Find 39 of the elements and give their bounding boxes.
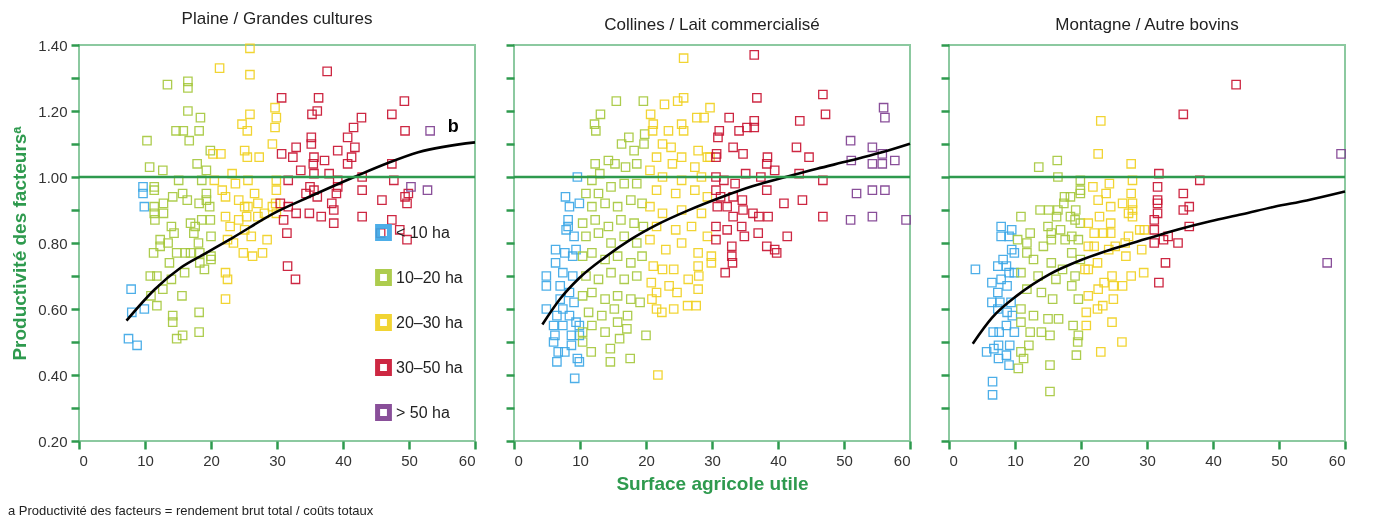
x-tick-label: 20: [638, 451, 655, 469]
annotation: b: [447, 116, 459, 137]
x-tick-label: 20: [1073, 451, 1090, 469]
x-tick-label: 50: [836, 451, 853, 469]
legend-label: > 50 ha: [396, 403, 450, 421]
text: a Productivité des facteurs = rendement brut total / coûts totaux: [8, 503, 374, 518]
chart-title: Collines / Lait commercialisé: [604, 14, 820, 34]
x-tick-label: 60: [1328, 451, 1346, 469]
x-tick-label: 60: [893, 451, 911, 469]
x-tick-label: 0: [514, 451, 523, 469]
y-tick-label: 0.80: [38, 234, 68, 252]
x-axis-title: Surface agricole utile: [616, 472, 809, 494]
x-tick-label: 0: [79, 451, 88, 469]
x-tick-label: 30: [269, 451, 286, 469]
x-tick-label: 60: [458, 451, 476, 469]
x-tick-label: 50: [401, 451, 418, 469]
x-tick-label: 10: [1007, 451, 1024, 469]
x-tick-label: 10: [137, 451, 154, 469]
y-tick-label: 0.20: [38, 432, 68, 450]
legend-label: 10–20 ha: [396, 268, 463, 286]
chart-title: Plaine / Grandes cultures: [181, 9, 373, 28]
y-tick-label: 0.40: [38, 366, 68, 384]
x-tick-label: 40: [335, 451, 352, 469]
y-tick-label: 1.00: [38, 168, 68, 186]
legend-label: 20–30 ha: [396, 313, 463, 331]
x-tick-label: 30: [1139, 451, 1156, 469]
x-tick-label: 30: [704, 451, 721, 469]
chart-title: Montagne / Autre bovins: [1055, 14, 1239, 34]
x-tick-label: 40: [770, 451, 787, 469]
x-tick-label: 0: [949, 451, 958, 469]
y-tick-label: 0.60: [38, 300, 68, 318]
y-axis-title: Productivité des facteursᵃ: [9, 125, 31, 361]
x-tick-label: 50: [1271, 451, 1288, 469]
x-tick-label: 20: [203, 451, 220, 469]
legend-label: 30–50 ha: [396, 358, 463, 376]
x-tick-label: 10: [572, 451, 589, 469]
x-tick-label: 40: [1205, 451, 1222, 469]
y-tick-label: 1.40: [38, 36, 68, 54]
y-tick-label: 1.20: [38, 102, 68, 120]
